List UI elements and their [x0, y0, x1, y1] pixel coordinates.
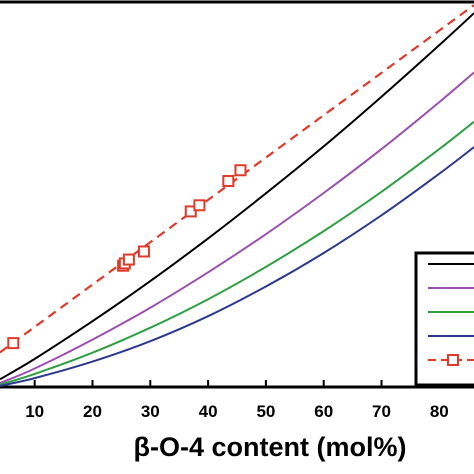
series-2-line	[0, 71, 474, 385]
series-5-point	[137, 245, 150, 258]
series-3-line	[0, 120, 474, 386]
x-tick-label: 10	[25, 402, 44, 421]
series-5-point	[122, 253, 135, 266]
legend-box	[414, 251, 474, 387]
series-5-line	[0, 4, 474, 354]
marker-layer	[7, 164, 247, 350]
x-tick-label: 50	[256, 402, 275, 421]
legend	[414, 251, 474, 387]
series-5-point	[222, 175, 235, 188]
x-tick-label: 60	[314, 402, 333, 421]
x-axis-title: β-O-4 content (mol%)	[134, 432, 407, 462]
x-tick-label: 70	[372, 402, 391, 421]
series-5-point	[184, 205, 197, 218]
x-tick-label: 20	[83, 402, 102, 421]
series-5-point	[7, 337, 20, 350]
plot-frame	[0, 0, 474, 389]
x-ticks: 10 20 30 40 50 60 70 80	[25, 380, 449, 421]
series-5-point	[234, 164, 247, 177]
x-tick-label: 30	[141, 402, 160, 421]
x-tick-label: 80	[430, 402, 449, 421]
legend-marker-5	[447, 354, 459, 366]
series-layer	[0, 4, 474, 387]
x-tick-label: 40	[199, 402, 218, 421]
series-5-point	[193, 199, 206, 212]
legend-entries	[428, 263, 474, 366]
series-4-line	[0, 146, 474, 387]
series-1-line	[0, 12, 474, 381]
